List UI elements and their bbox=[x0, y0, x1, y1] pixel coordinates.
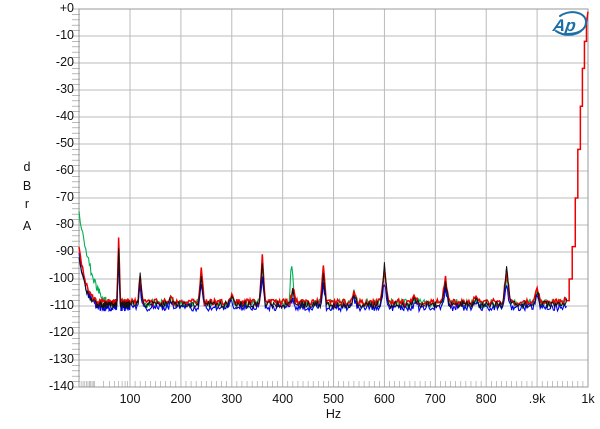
svg-text:Ap: Ap bbox=[551, 16, 577, 35]
